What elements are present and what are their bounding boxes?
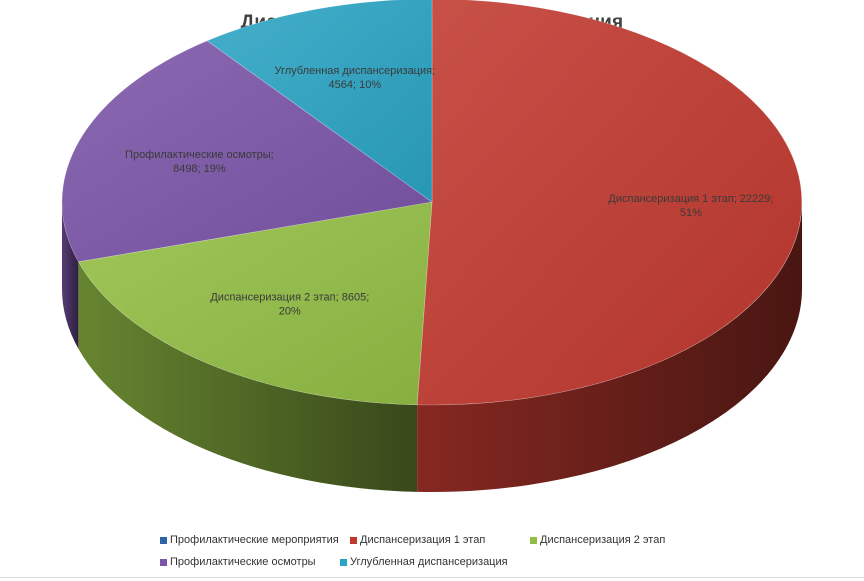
chart-legend: Профилактические мероприятия Диспансериза…: [160, 530, 720, 574]
legend-swatch: [350, 536, 357, 544]
pie-side-2: [417, 202, 802, 493]
legend-label: Диспансеризация 1 этап: [360, 534, 486, 546]
data-label-2: Диспансеризация 1 этап; 22229; 51%: [608, 193, 773, 219]
legend-item-3: Диспансеризация 2 этап: [530, 534, 665, 546]
legend-item-5: Углубленная диспансеризация: [340, 556, 508, 568]
legend-swatch: [530, 536, 537, 544]
pie-side-3: [78, 261, 418, 492]
data-label-5: Углубленная диспансеризация; 4564; 10%: [275, 65, 436, 91]
pie-slice-3: [77, 201, 433, 406]
pie-slice-4: [61, 40, 433, 263]
legend-swatch: [160, 536, 167, 544]
legend-item-4: Профилактические осмотры: [160, 556, 316, 568]
legend-label: Диспансеризация 2 этап: [540, 534, 666, 546]
pie-slice-2: [416, 0, 803, 406]
legend-label: Профилактические мероприятия: [170, 534, 339, 546]
legend-label: Профилактические осмотры: [170, 556, 316, 568]
legend-swatch: [340, 558, 347, 566]
legend-label: Углубленная диспансеризация: [350, 556, 508, 568]
legend-swatch: [160, 558, 167, 566]
legend-item-1: Профилактические мероприятия: [160, 534, 339, 546]
data-label-4: Профилактические осмотры; 8498; 19%: [125, 149, 274, 175]
pie-side-4: [62, 202, 79, 349]
data-label-3: Диспансеризация 2 этап; 8605; 20%: [210, 291, 369, 317]
divider: [0, 577, 864, 578]
legend-item-2: Диспансеризация 1 этап: [350, 534, 485, 546]
pie-slice-5: [206, 0, 433, 203]
